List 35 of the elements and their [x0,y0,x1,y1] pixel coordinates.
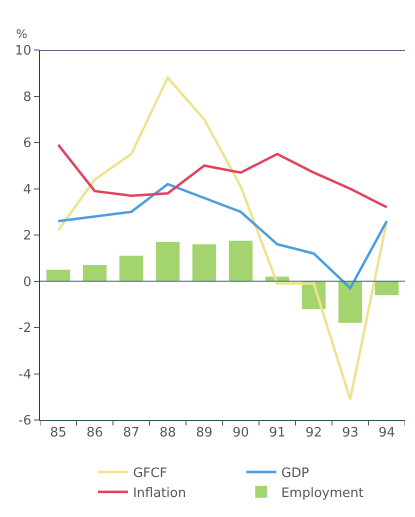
line-series [57,76,388,400]
legend-label: Inflation [132,486,186,501]
x-tick-label: 87 [122,426,140,441]
bar [119,256,144,282]
x-tick-label: 92 [305,426,322,441]
bar [192,244,216,282]
legend-label: Employment [281,486,364,501]
y-tick-label: 8 [23,90,32,105]
line-series [57,144,388,208]
y-tick-label: -4 [18,367,32,382]
x-tick-label: 89 [196,426,213,441]
y-tick-label: 6 [23,136,32,152]
legend-label: GFCF [132,466,168,482]
bar [374,281,399,296]
y-tick-label: -6 [18,414,32,429]
y-tick-label: -2 [18,321,32,336]
bar [156,242,180,282]
bar [338,281,362,323]
y-tick-label: 4 [23,182,32,198]
y-tick-label: 0 [23,274,32,290]
x-tick-label: 93 [342,426,359,441]
bar [82,265,107,282]
x-tick-label: 85 [50,426,67,441]
x-tick-label: 86 [86,426,104,441]
y-axis-title: % [16,27,28,41]
line-series [57,182,388,290]
y-tick-label: 2 [23,228,32,244]
x-tick-label: 91 [268,426,286,441]
bar [46,270,70,282]
legend-label: GDP [281,466,310,482]
bar [228,240,253,282]
x-tick-label: 94 [378,426,396,441]
x-tick-label: 88 [159,426,176,441]
y-tick-label: 10 [14,44,32,59]
x-tick-label: 90 [232,426,250,441]
